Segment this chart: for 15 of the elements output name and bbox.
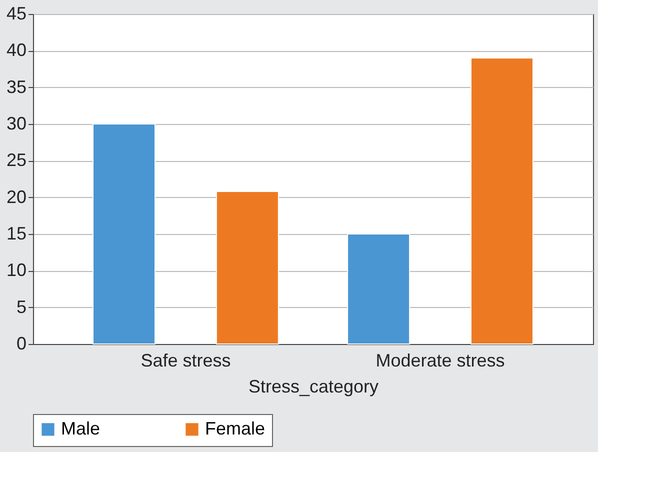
y-tick-label: 40: [6, 40, 26, 60]
x-tick-label: Moderate stress: [376, 350, 505, 370]
x-tick-label: Safe stress: [140, 350, 231, 370]
y-tick-label: 45: [6, 4, 26, 24]
legend-label: Male: [61, 418, 100, 438]
y-tick-label: 35: [6, 76, 26, 97]
y-tick-label: 5: [16, 296, 26, 317]
y-tick-label: 20: [6, 186, 26, 207]
x-axis-title: Stress_category: [248, 376, 379, 396]
y-tick-label: 30: [6, 114, 26, 134]
y-tick-label: 10: [6, 260, 26, 280]
legend-label: Female: [205, 418, 266, 438]
y-tick-label: 15: [6, 224, 26, 244]
y-tick-label: 25: [6, 150, 26, 170]
y-tick-label: 0: [16, 334, 26, 354]
